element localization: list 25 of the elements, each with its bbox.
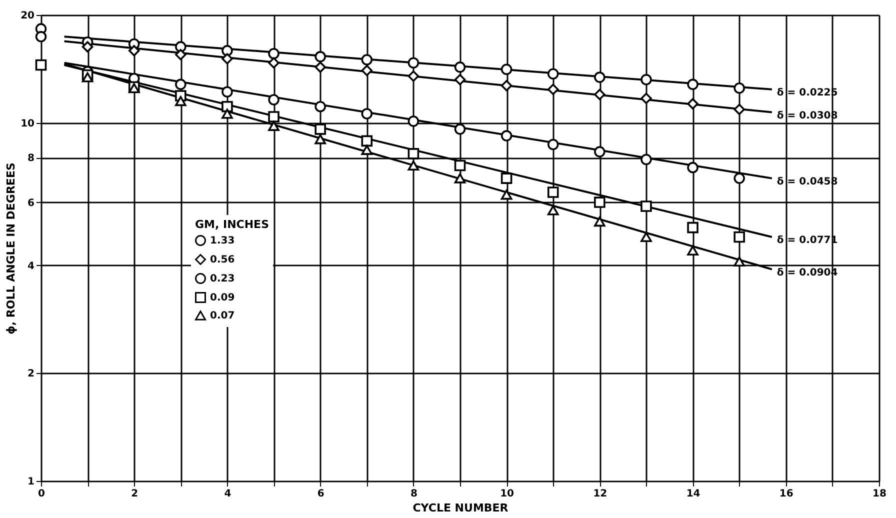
legend-label: 0.23: [210, 274, 235, 284]
legend-label: 0.56: [210, 254, 235, 266]
x-tick-label: 2: [131, 488, 138, 500]
y-tick-label: 4: [28, 260, 35, 272]
legend-label: 0.07: [210, 310, 235, 322]
legend-label: 0.09: [210, 292, 235, 304]
y-tick-label: 10: [20, 118, 35, 130]
x-tick-label: 8: [410, 488, 418, 500]
x-tick-label: 4: [224, 488, 232, 500]
x-tick-label: 12: [593, 488, 608, 500]
x-tick-label: 6: [317, 488, 324, 500]
x-tick-label: 18: [872, 488, 886, 500]
legend-label: 1.33: [210, 236, 235, 246]
x-tick-label: 0: [38, 488, 46, 500]
x-tick-label: 10: [500, 488, 514, 500]
x-tick-label: 16: [779, 488, 794, 500]
x-axis-title: CYCLE NUMBER: [412, 502, 509, 514]
y-tick-label: 8: [28, 153, 35, 164]
y-tick-label: 6: [28, 198, 35, 209]
y-axis-title: ϕ, ROLL ANGLE IN DEGREES: [4, 162, 18, 334]
y-tick-label: 20: [20, 10, 35, 22]
y-tick-label: 1: [28, 476, 35, 488]
legend-title: GM, INCHES: [195, 218, 270, 231]
x-tick-label: 14: [686, 488, 700, 500]
y-tick-label: 2: [28, 368, 35, 380]
